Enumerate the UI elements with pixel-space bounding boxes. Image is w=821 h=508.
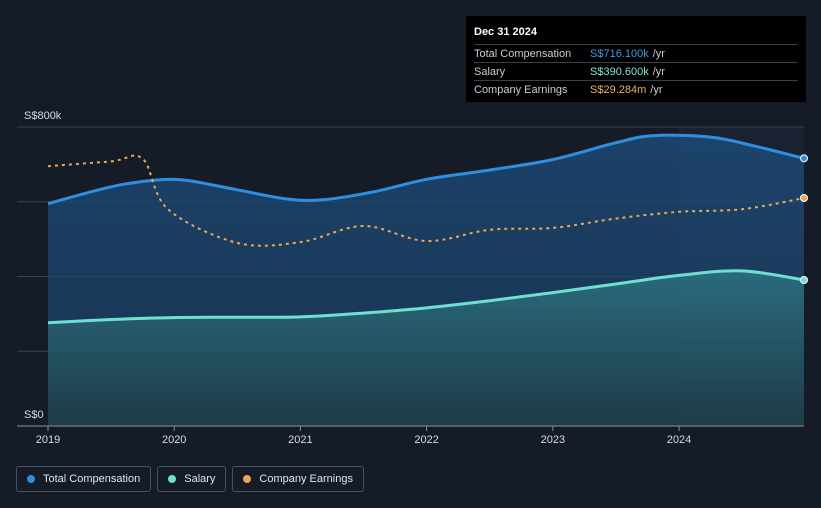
salary-area: [48, 270, 804, 426]
tooltip-label: Salary: [474, 65, 506, 78]
legend: Total Compensation Salary Company Earnin…: [16, 466, 364, 492]
tooltip: Dec 31 2024 Total Compensation S$716.100…: [466, 16, 806, 102]
x-tick-label: 2022: [414, 434, 438, 446]
legend-item-total-compensation[interactable]: Total Compensation: [16, 466, 152, 492]
tooltip-unit: /yr: [650, 83, 663, 96]
tooltip-value: S$716.100k: [590, 47, 649, 60]
total-compensation-end-point: [800, 154, 808, 163]
total-compensation-line: [47, 133, 805, 206]
company-earnings-line: [47, 154, 805, 247]
tooltip-label: Company Earnings: [474, 83, 568, 96]
legend-label: Salary: [184, 473, 216, 485]
legend-label: Company Earnings: [259, 473, 353, 485]
tooltip-row-total: Total Compensation S$716.100k /yr: [474, 44, 798, 62]
legend-dot-icon: [243, 475, 252, 483]
y-tick-label: S$800k: [24, 110, 62, 122]
y-axis-ticks: S$800k S$0: [24, 110, 62, 421]
tooltip-unit: /yr: [652, 47, 665, 60]
tooltip-label: Total Compensation: [474, 47, 572, 60]
legend-label: Total Compensation: [43, 473, 141, 485]
x-tick-label: 2020: [162, 434, 186, 446]
tooltip-value: S$390.600k: [590, 65, 649, 78]
salary-line: [47, 269, 805, 325]
legend-dot-icon: [27, 475, 35, 483]
tooltip-date: Dec 31 2024: [474, 26, 537, 38]
x-tick-label: 2024: [667, 434, 691, 446]
legend-item-company-earnings[interactable]: Company Earnings: [232, 466, 364, 492]
x-tick-label: 2021: [288, 434, 312, 446]
end-markers: [800, 154, 808, 285]
tooltip-row-salary: Salary S$390.600k /yr: [474, 62, 798, 80]
x-tick-label: 2019: [36, 434, 60, 446]
tooltip-value: S$29.284m: [590, 83, 647, 96]
legend-item-salary[interactable]: Salary: [157, 466, 227, 492]
x-axis-ticks: 2019 2020 2021 2022 2023 2024: [36, 426, 691, 446]
y-tick-label: S$0: [24, 409, 44, 421]
tooltip-row-earnings: Company Earnings S$29.284m /yr: [474, 80, 798, 98]
x-tick-label: 2023: [541, 434, 565, 446]
legend-dot-icon: [168, 475, 177, 483]
salary-end-point: [800, 276, 808, 285]
company-earnings-end-point: [800, 194, 808, 203]
tooltip-unit: /yr: [652, 65, 665, 78]
